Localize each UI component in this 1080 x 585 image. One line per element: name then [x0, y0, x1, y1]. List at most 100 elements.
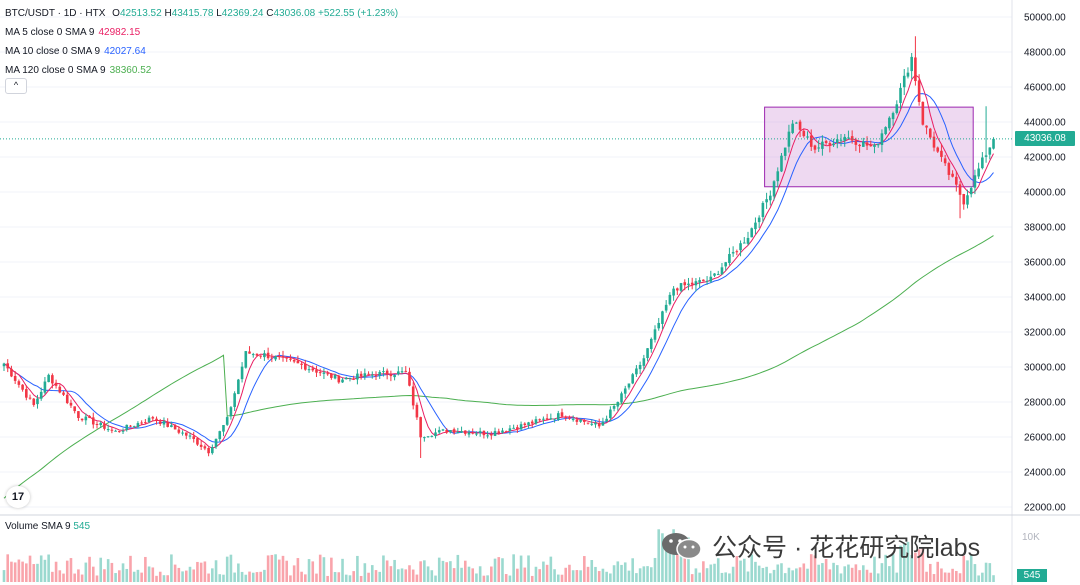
volume-bar [95, 575, 99, 582]
volume-bar [129, 555, 132, 582]
volume-bar [631, 558, 634, 582]
volume-bar [2, 570, 6, 582]
candle-body [356, 373, 359, 380]
candle-body [497, 431, 501, 434]
candle-body [698, 280, 701, 283]
candle-body [173, 425, 177, 430]
volume-bar [456, 554, 460, 582]
volume-bar [39, 555, 43, 582]
candle-body [862, 141, 865, 147]
volume-bar [523, 567, 527, 582]
volume-bar [370, 565, 374, 582]
candle-body [54, 382, 58, 386]
candle-body [843, 136, 847, 141]
candle-body [155, 418, 158, 421]
candle-body [69, 402, 73, 406]
candle-body [545, 418, 549, 420]
volume-legend[interactable]: Volume SMA 9 545 [5, 521, 90, 532]
volume-bar [463, 560, 467, 582]
candle-body [534, 419, 538, 424]
candle-body [51, 375, 54, 384]
legend-collapse-button[interactable]: ^ [5, 78, 27, 94]
volume-bar [359, 575, 363, 582]
ma10-row[interactable]: MA 10 close 0 SMA 9 42027.64 [5, 42, 398, 61]
candle-body [330, 373, 333, 378]
candle-body [337, 375, 341, 383]
volume-bar [750, 554, 754, 582]
candle-body [311, 368, 315, 371]
volume-bar [504, 574, 508, 582]
volume-bar [549, 556, 553, 582]
volume-bar [787, 567, 791, 582]
volume-bar [62, 573, 65, 582]
candle-body [114, 430, 117, 432]
y-axis-tick-label: 46000.00 [1024, 83, 1066, 94]
candle-body [869, 144, 873, 147]
candle-body [850, 136, 854, 141]
volume-bar [798, 567, 802, 582]
candle-body [341, 379, 344, 383]
candle-body [378, 371, 382, 376]
candle-body [367, 373, 370, 375]
y-axis-tick-label: 30000.00 [1024, 363, 1066, 374]
volume-bar [408, 565, 411, 582]
volume-bar [47, 554, 50, 582]
candle-body [508, 428, 512, 432]
volume-bar [683, 543, 687, 582]
candle-body [333, 374, 337, 379]
volume-bar [244, 574, 248, 582]
volume-bar [356, 555, 359, 582]
volume-bar [966, 560, 969, 582]
ohlc-values: O42513.52 H43415.78 L42369.24 C43036.08 … [109, 4, 398, 23]
ma120-row[interactable]: MA 120 close 0 SMA 9 38360.52 [5, 61, 398, 80]
volume-bar [341, 558, 344, 582]
candle-body [177, 429, 181, 433]
volume-bar [876, 573, 880, 582]
volume-bar [80, 574, 84, 582]
candle-body [973, 175, 977, 188]
volume-bar [348, 575, 352, 582]
candle-body [266, 352, 270, 359]
volume-bar [281, 555, 285, 582]
volume-bar [657, 529, 661, 582]
candle-body [404, 370, 408, 372]
volume-bar [285, 560, 289, 582]
candle-body [724, 262, 727, 267]
candle-body [713, 273, 716, 276]
symbol-label[interactable]: BTC/USDT · 1D · HTX [5, 8, 106, 19]
volume-bar [207, 573, 210, 582]
volume-bar [902, 543, 906, 582]
volume-bar [988, 563, 992, 582]
candle-body [32, 398, 36, 405]
candle-body [791, 123, 794, 133]
candle-body [460, 431, 463, 433]
change-value: +522.55 (+1.23%) [317, 8, 399, 19]
candle-body [136, 423, 140, 427]
candle-body [765, 199, 768, 203]
candle-body [95, 423, 99, 425]
volume-bar [155, 575, 158, 582]
candle-body [828, 143, 832, 146]
volume-bar [65, 560, 69, 582]
volume-bar [419, 561, 422, 582]
candle-body [318, 372, 322, 374]
candle-body [925, 125, 928, 128]
volume-bar [344, 574, 348, 582]
volume-bar [847, 564, 850, 582]
volume-bar [166, 575, 169, 582]
last-price-tag: 43036.08 [1015, 131, 1075, 146]
candle-body [21, 384, 24, 390]
ma10-label: MA 10 close 0 SMA 9 [5, 46, 101, 57]
volume-bar [530, 575, 534, 582]
candle-body [947, 163, 951, 175]
tradingview-logo[interactable]: 17 [6, 486, 30, 508]
candle-body [207, 447, 210, 454]
volume-bar [895, 572, 899, 582]
candle-body [151, 417, 155, 419]
candle-body [795, 122, 798, 124]
candle-body [928, 128, 932, 138]
candle-body [393, 375, 396, 378]
ma5-row[interactable]: MA 5 close 0 SMA 9 42982.15 [5, 23, 398, 42]
